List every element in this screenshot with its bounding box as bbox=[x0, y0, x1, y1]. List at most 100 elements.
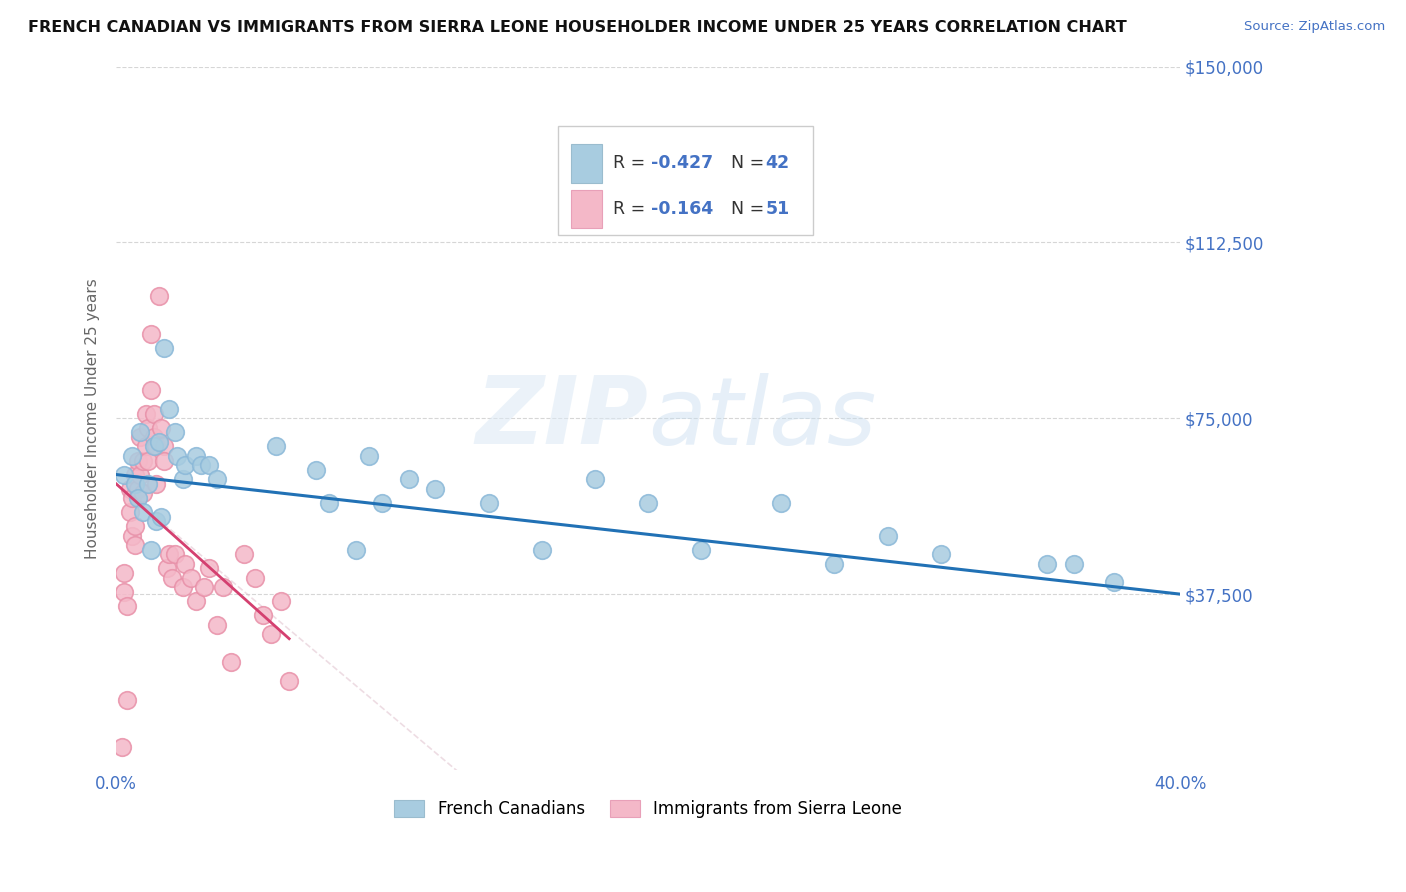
Point bbox=[174, 458, 197, 473]
Point bbox=[180, 571, 202, 585]
Point bbox=[135, 439, 157, 453]
Point bbox=[112, 467, 135, 482]
FancyBboxPatch shape bbox=[558, 127, 813, 235]
Point bbox=[184, 594, 207, 608]
Point bbox=[124, 477, 146, 491]
Point bbox=[110, 739, 132, 754]
Point bbox=[166, 449, 188, 463]
Point bbox=[145, 477, 167, 491]
Point bbox=[193, 580, 215, 594]
Point bbox=[150, 420, 173, 434]
Point bbox=[163, 547, 186, 561]
Text: N =: N = bbox=[720, 200, 769, 218]
Point bbox=[150, 509, 173, 524]
Point bbox=[145, 439, 167, 453]
Point bbox=[160, 571, 183, 585]
Text: R =: R = bbox=[613, 200, 651, 218]
Point bbox=[115, 692, 138, 706]
Point bbox=[136, 453, 159, 467]
Point bbox=[252, 608, 274, 623]
Text: ZIP: ZIP bbox=[475, 372, 648, 465]
Point bbox=[132, 486, 155, 500]
Text: atlas: atlas bbox=[648, 373, 876, 464]
Point bbox=[127, 491, 149, 505]
Point bbox=[135, 407, 157, 421]
Point bbox=[153, 439, 176, 453]
Point bbox=[219, 655, 242, 669]
Point bbox=[184, 449, 207, 463]
Point bbox=[142, 430, 165, 444]
Point bbox=[425, 482, 447, 496]
Point bbox=[929, 547, 952, 561]
Point bbox=[172, 472, 194, 486]
Point bbox=[139, 542, 162, 557]
Point bbox=[124, 538, 146, 552]
Point bbox=[770, 496, 793, 510]
Point bbox=[159, 547, 181, 561]
Point bbox=[1102, 575, 1125, 590]
Point bbox=[1063, 557, 1085, 571]
Point bbox=[118, 505, 141, 519]
Text: Source: ZipAtlas.com: Source: ZipAtlas.com bbox=[1244, 20, 1385, 33]
Point bbox=[823, 557, 845, 571]
Point bbox=[876, 528, 898, 542]
Point bbox=[478, 496, 501, 510]
Point bbox=[121, 491, 143, 505]
Point bbox=[259, 627, 281, 641]
Point bbox=[174, 557, 197, 571]
Point bbox=[132, 453, 155, 467]
Point bbox=[207, 472, 229, 486]
Text: 42: 42 bbox=[765, 154, 789, 172]
Point bbox=[243, 571, 266, 585]
Point bbox=[142, 407, 165, 421]
Point bbox=[190, 458, 212, 473]
Point bbox=[129, 430, 152, 444]
Point bbox=[112, 584, 135, 599]
Y-axis label: Householder Income Under 25 years: Householder Income Under 25 years bbox=[86, 278, 100, 558]
Point bbox=[118, 482, 141, 496]
Point bbox=[583, 472, 606, 486]
Point bbox=[136, 420, 159, 434]
Point bbox=[163, 425, 186, 440]
Point bbox=[233, 547, 256, 561]
Point bbox=[637, 496, 659, 510]
Point bbox=[132, 505, 155, 519]
Point bbox=[142, 439, 165, 453]
Point bbox=[690, 542, 713, 557]
Point bbox=[357, 449, 380, 463]
Point bbox=[124, 467, 146, 482]
Point bbox=[207, 617, 229, 632]
Text: -0.164: -0.164 bbox=[651, 200, 714, 218]
Point bbox=[124, 519, 146, 533]
Point bbox=[136, 477, 159, 491]
Point bbox=[172, 580, 194, 594]
Point bbox=[198, 458, 221, 473]
Text: 51: 51 bbox=[765, 200, 790, 218]
Point bbox=[159, 401, 181, 416]
Point bbox=[156, 561, 179, 575]
Point bbox=[264, 439, 287, 453]
Text: -0.427: -0.427 bbox=[651, 154, 714, 172]
Point bbox=[127, 482, 149, 496]
Point bbox=[305, 463, 328, 477]
Point bbox=[139, 383, 162, 397]
Point bbox=[145, 515, 167, 529]
Text: R =: R = bbox=[613, 154, 651, 172]
Point bbox=[278, 673, 301, 688]
Point bbox=[127, 453, 149, 467]
Point bbox=[211, 580, 233, 594]
Point bbox=[121, 528, 143, 542]
Point bbox=[1036, 557, 1059, 571]
Point bbox=[398, 472, 420, 486]
Point bbox=[148, 434, 170, 449]
Point bbox=[112, 566, 135, 580]
Point bbox=[371, 496, 394, 510]
FancyBboxPatch shape bbox=[571, 190, 603, 228]
Text: N =: N = bbox=[720, 154, 769, 172]
Text: FRENCH CANADIAN VS IMMIGRANTS FROM SIERRA LEONE HOUSEHOLDER INCOME UNDER 25 YEAR: FRENCH CANADIAN VS IMMIGRANTS FROM SIERR… bbox=[28, 20, 1126, 35]
Point bbox=[198, 561, 221, 575]
Point bbox=[129, 467, 152, 482]
Point bbox=[270, 594, 292, 608]
Point bbox=[530, 542, 553, 557]
Point bbox=[153, 453, 176, 467]
